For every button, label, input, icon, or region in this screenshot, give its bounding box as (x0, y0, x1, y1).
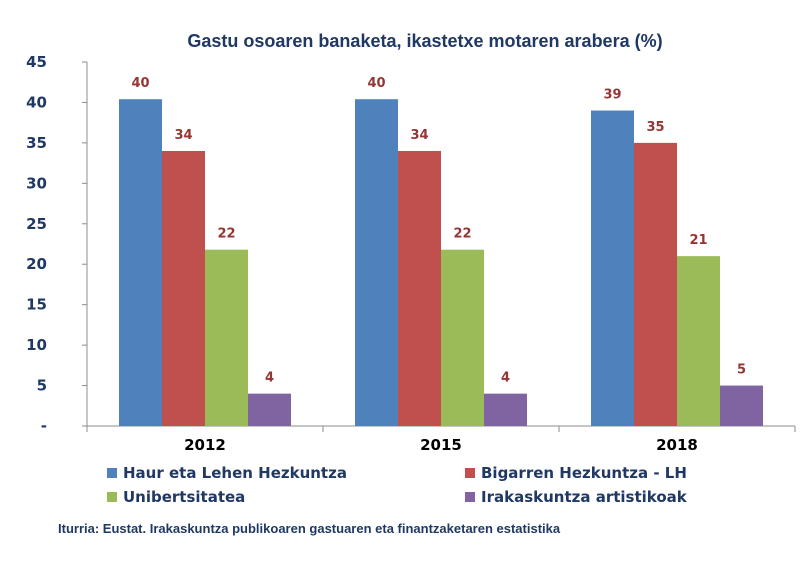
y-tick-label: 35 (26, 134, 47, 152)
y-tick-label: 15 (26, 296, 47, 314)
y-tick-label: 30 (26, 174, 47, 192)
legend-swatch (465, 468, 475, 478)
bar (248, 393, 291, 426)
bar (677, 256, 720, 426)
data-label: 22 (453, 227, 471, 242)
bar (484, 393, 527, 426)
legend: Haur eta Lehen Hezkuntza Bigarren Hezkunt… (107, 464, 688, 506)
bar (720, 385, 763, 426)
data-label: 40 (367, 76, 385, 91)
source-note: Iturria: Eustat. Irakaskuntza publikoare… (58, 521, 561, 536)
x-axis: 2012 2015 2018 (86, 425, 796, 454)
y-tick-label: 10 (26, 336, 47, 354)
data-label: 39 (603, 88, 621, 103)
bar (119, 99, 162, 426)
data-label: 22 (217, 227, 235, 242)
bar (441, 249, 484, 426)
bar (205, 249, 248, 426)
bars: 40 34 22 4 40 34 22 4 39 35 21 5 (119, 76, 763, 427)
data-label: 21 (689, 233, 707, 248)
bar (591, 110, 634, 427)
bar (398, 150, 441, 426)
legend-swatch (465, 492, 475, 502)
legend-swatch (107, 492, 117, 502)
data-label: 40 (131, 76, 149, 91)
y-tick-label: 25 (26, 215, 47, 233)
y-tick-label: 45 (26, 53, 47, 71)
y-tick-label: 5 (37, 377, 47, 395)
bar (355, 99, 398, 426)
legend-entry: Bigarren Hezkuntza - LH (481, 464, 687, 482)
bar (634, 142, 677, 426)
y-tick-label: 20 (26, 255, 47, 273)
legend-swatch (107, 468, 117, 478)
data-label: 4 (501, 371, 510, 386)
data-label: 35 (646, 120, 664, 135)
data-label: 4 (265, 371, 274, 386)
legend-entry: Unibertsitatea (123, 488, 245, 506)
data-label: 5 (737, 363, 746, 378)
y-tick-label: 40 (26, 93, 47, 111)
x-tick-label: 2018 (656, 436, 698, 454)
y-axis: - 5 10 15 20 25 30 35 40 45 (26, 53, 88, 435)
bar (162, 150, 205, 426)
legend-entry: Irakaskuntza artistikoak (481, 488, 688, 506)
chart-title: Gastu osoaren banaketa, ikastetxe motare… (187, 31, 662, 51)
x-tick-label: 2012 (184, 436, 226, 454)
x-tick-label: 2015 (420, 436, 462, 454)
y-tick-label: - (41, 417, 47, 435)
data-label: 34 (410, 128, 428, 143)
data-label: 34 (174, 128, 192, 143)
legend-entry: Haur eta Lehen Hezkuntza (123, 464, 347, 482)
